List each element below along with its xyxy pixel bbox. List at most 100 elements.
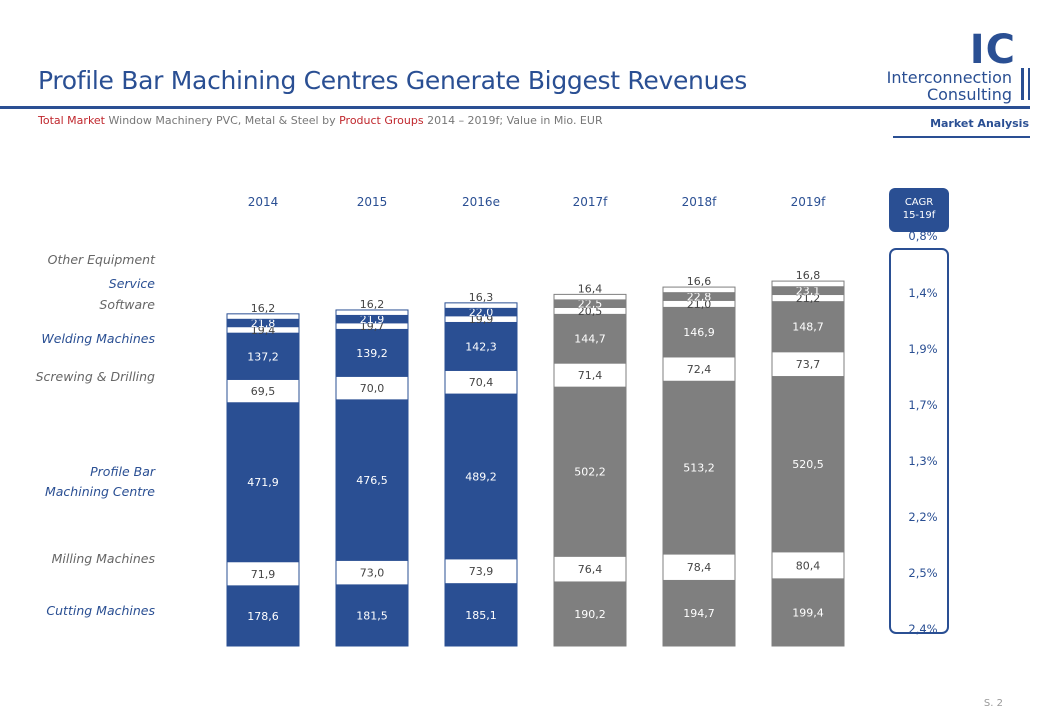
cagr-header: CAGR 15-19f [889, 188, 949, 232]
legend-label: Service [109, 276, 156, 291]
legend-label: Machining Centre [45, 484, 155, 499]
data-label: 72,4 [687, 363, 712, 376]
data-label: 70,0 [360, 382, 385, 395]
data-label: 502,2 [574, 466, 606, 479]
data-label: 142,3 [465, 340, 497, 353]
legend-label: Software [99, 297, 155, 312]
data-label: 16,4 [578, 282, 603, 295]
bar-segment [662, 579, 736, 647]
cagr-value: 0,8% [908, 229, 937, 243]
data-label: 16,6 [687, 275, 712, 288]
data-label: 181,5 [356, 609, 388, 622]
logo-line-2: Consulting [926, 85, 1012, 104]
cagr-value: 2,2% [908, 510, 937, 524]
bar-segment [444, 302, 518, 309]
bar-segment [444, 558, 518, 585]
category-label: 2018f [682, 195, 718, 209]
data-label: 489,2 [465, 470, 497, 483]
bar-segment [553, 555, 627, 583]
bar-segment [444, 393, 518, 560]
data-label: 178,6 [247, 610, 279, 623]
bar-segment [771, 301, 845, 353]
cagr-header-line: 15-19f [902, 210, 936, 221]
data-label: 22,5 [578, 298, 603, 311]
legend-label: Profile Bar [90, 464, 156, 479]
data-label: 139,2 [356, 347, 388, 360]
category-label: 2017f [573, 195, 609, 209]
data-label: 73,9 [469, 565, 494, 578]
bar-segment [771, 280, 845, 288]
legend-label: Other Equipment [48, 252, 156, 267]
data-label: 78,4 [687, 561, 712, 574]
data-label: 76,4 [578, 563, 603, 576]
logo-line-1: Interconnection [886, 68, 1012, 87]
bar-segment [662, 286, 736, 294]
data-label: 16,2 [360, 298, 385, 311]
cagr-value: 1,3% [908, 454, 937, 468]
data-label: 70,4 [469, 376, 494, 389]
data-label: 144,7 [574, 333, 606, 346]
data-label: 190,2 [574, 608, 606, 621]
legend-label: Milling Machines [52, 551, 156, 566]
bar-segment [662, 380, 736, 555]
bar-segment [226, 585, 300, 647]
data-label: 73,0 [360, 567, 385, 580]
data-label: 194,7 [683, 607, 715, 620]
subtitle-part: Total Market [38, 114, 105, 127]
bar-segment [444, 583, 518, 647]
data-label: 19,7 [360, 320, 385, 333]
cagr-box [889, 248, 949, 634]
page-number: S. 2 [983, 698, 1003, 709]
logo-bar [1021, 68, 1024, 100]
bar-segment [226, 332, 300, 380]
data-label: 19,4 [251, 324, 276, 337]
data-label: 21,2 [796, 292, 821, 305]
category-label: 2016e [462, 195, 500, 209]
data-label: 71,4 [578, 369, 603, 382]
data-label: 471,9 [247, 476, 279, 489]
data-label: 146,9 [683, 326, 715, 339]
cagr-value: 1,4% [908, 286, 937, 300]
bar-segment [553, 386, 627, 557]
bar-segment [335, 399, 409, 561]
data-label: 69,5 [251, 385, 276, 398]
data-label: 513,2 [683, 462, 715, 475]
bar-segment [771, 351, 845, 378]
data-label: 21,9 [360, 313, 385, 326]
bar-segment [553, 293, 627, 301]
title-rule [0, 106, 1030, 109]
bar-segment [335, 559, 409, 586]
subtitle-part: 2014 – 2019f; Value in Mio. EUR [423, 114, 603, 127]
data-label: 23,1 [796, 285, 821, 298]
cagr-value: 1,7% [908, 398, 937, 412]
cagr-value: 2,5% [908, 566, 937, 580]
cagr-header-line: CAGR [904, 197, 934, 208]
bar-segment [444, 321, 518, 371]
data-label: 476,5 [356, 474, 388, 487]
logo-bar [1028, 68, 1030, 100]
chart-subtitle: Total Market Window Machinery PVC, Metal… [38, 114, 603, 127]
subtitle-part: Product Groups [339, 114, 424, 127]
bar-segment [335, 584, 409, 647]
bar-segment [771, 578, 845, 647]
bar-segment [771, 551, 845, 580]
cagr-value: 2,4% [908, 622, 937, 636]
data-label: 21,0 [687, 298, 712, 311]
data-label: 137,2 [247, 350, 279, 363]
cagr-value: 1,9% [908, 342, 937, 356]
page-title: Profile Bar Machining Centres Generate B… [38, 66, 747, 95]
data-label: 199,4 [792, 606, 824, 619]
data-label: 148,7 [792, 321, 824, 334]
legend-label: Screwing & Drilling [36, 369, 155, 384]
bar-segment [553, 313, 627, 364]
section-rule [893, 136, 1030, 138]
bar-segment [662, 306, 736, 358]
legend-label: Welding Machines [41, 331, 155, 346]
data-label: 16,3 [469, 291, 494, 304]
company-logo: IC Interconnection Consulting [886, 30, 1030, 104]
data-label: 21,8 [251, 317, 276, 330]
bar-segment [226, 561, 300, 587]
data-label: 16,2 [251, 302, 276, 315]
bar-segment [771, 376, 845, 553]
category-label: 2015 [357, 195, 388, 209]
